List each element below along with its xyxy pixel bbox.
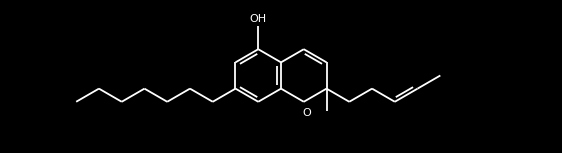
Text: OH: OH bbox=[250, 13, 267, 24]
Text: O: O bbox=[302, 108, 311, 118]
